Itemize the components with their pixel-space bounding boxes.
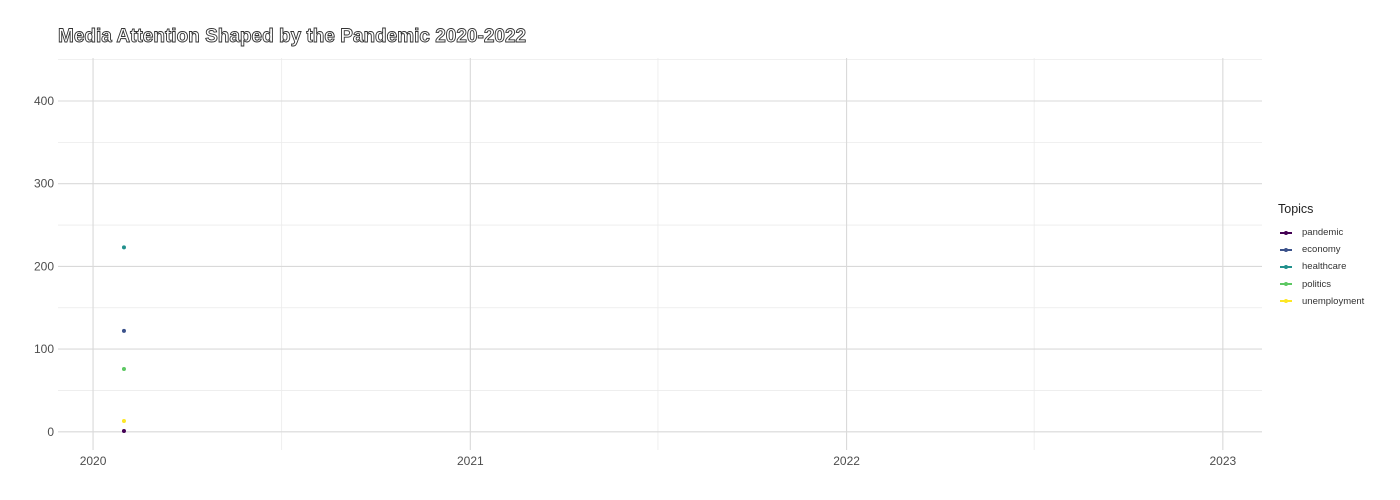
legend-label: unemployment <box>1302 295 1365 307</box>
x-tick-label: 2023 <box>1209 454 1236 468</box>
legend-item-economy: economy <box>1278 241 1364 258</box>
legend-label: politics <box>1302 278 1332 290</box>
chart-title: Media Attention Shaped by the Pandemic 2… <box>58 26 527 48</box>
y-tick-label: 300 <box>34 177 54 191</box>
x-tick-label: 2022 <box>833 454 860 468</box>
data-point-politics <box>121 366 126 371</box>
legend-key <box>1278 228 1294 238</box>
legend-item-politics: politics <box>1278 276 1364 293</box>
y-tick-label: 100 <box>34 342 54 356</box>
legend-item-pandemic: pandemic <box>1278 224 1364 241</box>
data-point-unemployment <box>121 419 126 424</box>
legend-key <box>1278 262 1294 272</box>
legend-key <box>1278 245 1294 255</box>
legend-label: pandemic <box>1302 227 1344 239</box>
legend-key <box>1278 279 1294 289</box>
tick-labels: 2020 2021 2022 2023 0 100 200 300 400 <box>34 94 1237 468</box>
data-point-pandemic <box>121 428 126 433</box>
legend-item-healthcare: healthcare <box>1278 258 1364 275</box>
major-gridlines <box>58 58 1262 450</box>
x-tick-label: 2021 <box>457 454 484 468</box>
legend-item-unemployment: unemployment <box>1278 293 1364 310</box>
legend-label: healthcare <box>1302 261 1347 273</box>
data-points <box>121 245 126 433</box>
data-point-economy <box>121 328 126 333</box>
legend-items: pandemic economy healthcare politics unemplo… <box>1278 224 1364 310</box>
legend-title: Topics <box>1278 202 1314 216</box>
legend-key <box>1278 296 1294 306</box>
y-tick-label: 400 <box>34 94 54 108</box>
data-point-healthcare <box>121 245 126 250</box>
x-tick-label: 2020 <box>80 454 107 468</box>
legend-label: economy <box>1302 244 1341 256</box>
y-tick-label: 0 <box>47 425 54 439</box>
y-tick-label: 200 <box>34 259 54 273</box>
legend: Topics pandemic economy healthcare politics… <box>1278 202 1364 310</box>
minor-gridlines <box>58 58 1262 450</box>
